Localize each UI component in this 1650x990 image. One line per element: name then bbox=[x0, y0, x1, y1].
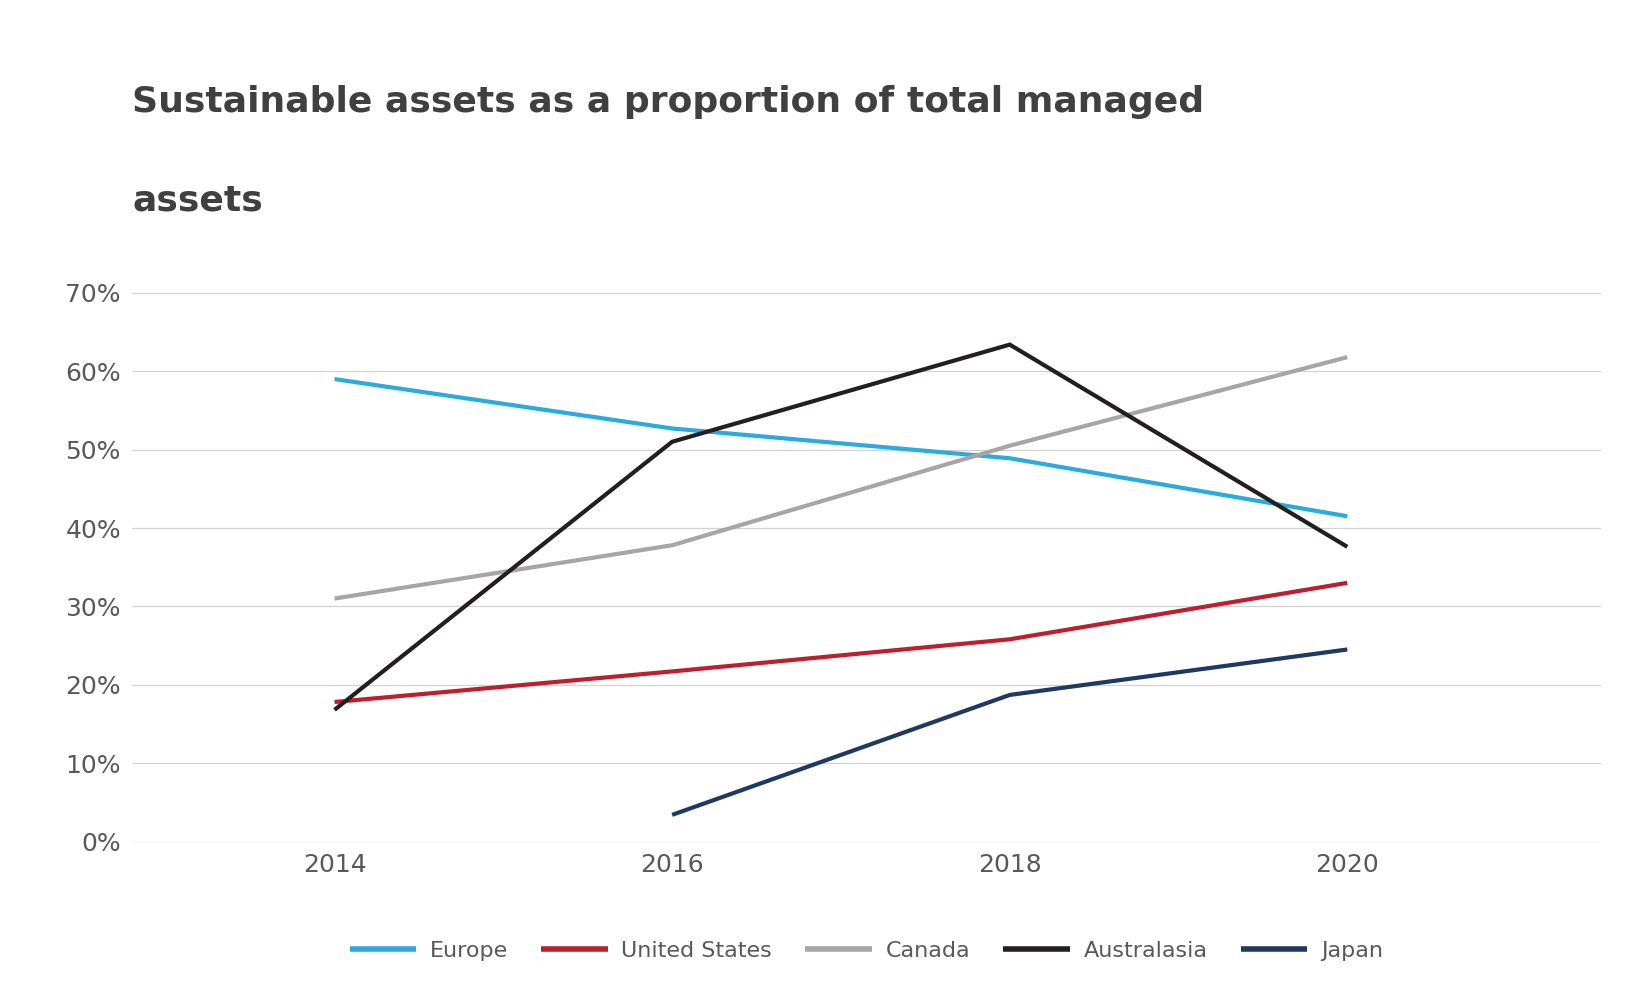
Text: Sustainable assets as a proportion of total managed: Sustainable assets as a proportion of to… bbox=[132, 85, 1204, 119]
Legend: Europe, United States, Canada, Australasia, Japan: Europe, United States, Canada, Australas… bbox=[342, 932, 1391, 969]
Text: assets: assets bbox=[132, 184, 262, 218]
